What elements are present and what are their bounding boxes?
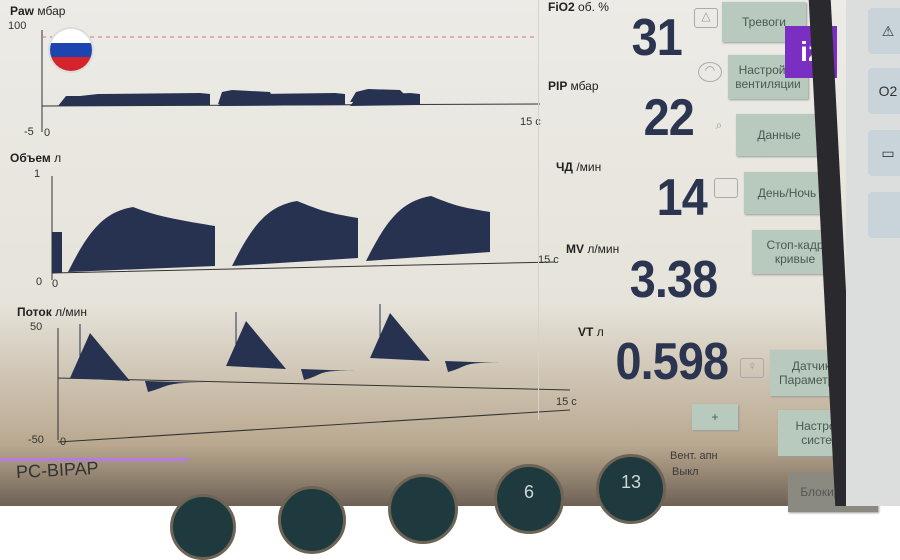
- flow-inspiration: [70, 333, 130, 381]
- setting-knob[interactable]: [388, 474, 458, 544]
- setting-knob[interactable]: 6: [494, 464, 564, 534]
- volume-breath: [52, 232, 62, 273]
- apnea-label: Вент. апн: [670, 450, 718, 462]
- volume-breath: [232, 201, 358, 266]
- setting-knob[interactable]: 13: [596, 454, 666, 524]
- flow-expiration: [301, 369, 355, 380]
- day-night-button[interactable]: День/Ночь: [744, 172, 830, 214]
- volume-breath: [68, 207, 215, 272]
- flow-label: Поток л/мин: [17, 305, 87, 319]
- paw-ymin: -5: [24, 126, 34, 138]
- waveform-area: [41, 30, 571, 443]
- paw-x0: 0: [44, 127, 51, 139]
- sensor-icon: ♀: [740, 358, 764, 378]
- param-mv-value: 3.38: [629, 251, 718, 309]
- volume-xend: 15 c: [538, 254, 559, 266]
- param-mv-label: MV л/мин: [566, 242, 620, 256]
- flow-expiration: [145, 381, 205, 392]
- volume-ymax: 1: [34, 168, 41, 180]
- nebulizer-button[interactable]: ⚠: [868, 8, 900, 54]
- paw-axes: [41, 30, 541, 132]
- flow-axes: [57, 328, 571, 443]
- param-rr-value: 14: [656, 169, 708, 227]
- paw-breath-peak: [350, 89, 410, 102]
- flow-xend: 15 c: [556, 396, 577, 408]
- param-rr-label: ЧД /мин: [556, 160, 602, 174]
- o2-button[interactable]: O2: [868, 68, 900, 114]
- alarm-triangle-icon: △: [694, 8, 718, 28]
- russia-flag-icon: [48, 27, 94, 73]
- paw-label: Paw мбар: [10, 4, 66, 18]
- param-vt-label: VT л: [578, 325, 604, 339]
- progress-line: [0, 458, 188, 461]
- param-fio2-label: FiO2 об. %: [548, 0, 609, 14]
- flow-inspiration: [370, 313, 430, 361]
- flow-ymax: 50: [30, 321, 43, 333]
- paw-ymax: 100: [8, 20, 27, 32]
- ventilation-mode: PC-BIPAP: [15, 457, 100, 483]
- print-button[interactable]: ▭: [868, 130, 900, 176]
- volume-breath: [366, 196, 490, 261]
- parameter-panel: [538, 0, 689, 420]
- side-button[interactable]: [868, 192, 900, 238]
- param-pip-value: 22: [643, 89, 695, 147]
- flow-inspiration: [226, 321, 286, 369]
- flow-expiration: [445, 361, 500, 372]
- paw-xend: 15 c: [520, 116, 541, 128]
- flow-x0: 0: [60, 436, 67, 448]
- volume-ymin: 0: [36, 276, 43, 288]
- magnifier-icon: ⌕: [715, 118, 723, 132]
- param-vt-value: 0.598: [615, 333, 729, 391]
- setting-knob[interactable]: [278, 486, 346, 554]
- param-fio2-value: 31: [631, 9, 683, 67]
- param-pip-label: PIP мбар: [548, 79, 599, 93]
- volume-label: Объем л: [10, 151, 62, 165]
- vent-settings-icon: ◠: [698, 62, 722, 82]
- flow-ymin: -50: [28, 434, 44, 446]
- paw-breath: [58, 93, 210, 106]
- plus-button[interactable]: +: [692, 404, 738, 430]
- volume-x0: 0: [52, 278, 59, 290]
- setting-knob[interactable]: [170, 494, 236, 560]
- day-night-icon: [714, 178, 738, 198]
- apnea-state: Выкл: [672, 466, 699, 478]
- paw-breath-peak: [218, 90, 275, 104]
- data-button[interactable]: Данные: [736, 114, 822, 156]
